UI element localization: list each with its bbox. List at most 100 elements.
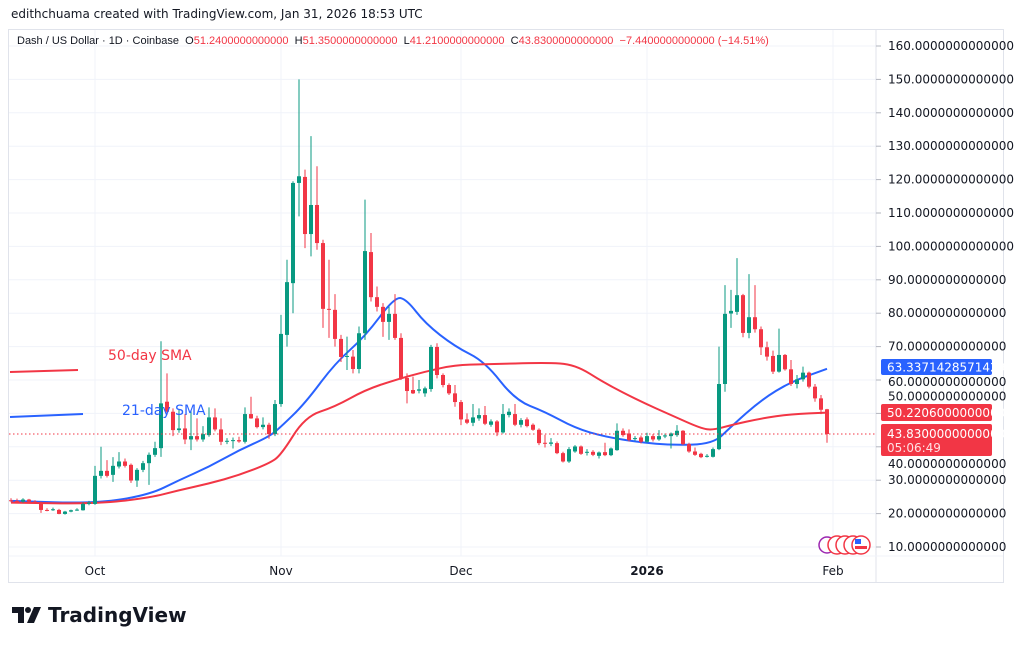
candle bbox=[39, 501, 43, 513]
candle bbox=[711, 447, 715, 458]
symbol-legend[interactable]: Dash / US Dollar · 1D · Coinbase O51.240… bbox=[17, 35, 769, 47]
sma21-annotation-line bbox=[9, 413, 84, 418]
flag-us-icon bbox=[851, 535, 871, 555]
candle bbox=[819, 395, 823, 415]
candle-body bbox=[93, 475, 97, 504]
candle bbox=[447, 383, 451, 396]
price-tick-label: 30.0000000000000 bbox=[888, 473, 1006, 487]
candle bbox=[585, 449, 589, 456]
sma21-line bbox=[10, 297, 828, 504]
candle-body bbox=[315, 204, 319, 244]
price-tick-label: 130.0000000000000 bbox=[888, 139, 1014, 153]
candle-body bbox=[669, 433, 673, 437]
candle-body bbox=[303, 176, 307, 235]
events-icons[interactable] bbox=[818, 535, 871, 555]
candle bbox=[795, 374, 799, 389]
candle-body bbox=[405, 377, 409, 392]
time-tick-label: Feb bbox=[822, 564, 843, 578]
sma21-annotation[interactable]: 21-day SMA bbox=[9, 403, 206, 419]
candle bbox=[285, 259, 289, 347]
candle-body bbox=[423, 388, 427, 394]
candle-body bbox=[513, 414, 517, 425]
candle-body bbox=[33, 501, 37, 503]
candle-body bbox=[45, 509, 49, 511]
candle-body bbox=[741, 295, 745, 333]
candle bbox=[117, 452, 121, 469]
sma50-price-badge: 50.2206000000000 bbox=[881, 404, 1005, 421]
candle bbox=[303, 169, 307, 249]
candle-body bbox=[777, 354, 781, 372]
candle bbox=[771, 350, 775, 374]
candle-body bbox=[21, 499, 25, 502]
time-tick-label: Oct bbox=[85, 564, 106, 578]
candle-body bbox=[681, 430, 685, 445]
candle bbox=[543, 434, 547, 448]
candle bbox=[483, 406, 487, 426]
sma50-annotation[interactable]: 50-day SMA bbox=[9, 348, 192, 373]
candle-body bbox=[519, 420, 523, 425]
candle bbox=[777, 328, 781, 373]
candle-body bbox=[9, 500, 13, 502]
candle-body bbox=[651, 436, 655, 440]
candle bbox=[9, 498, 13, 503]
candle bbox=[609, 447, 613, 457]
candle-body bbox=[141, 463, 145, 470]
candle-body bbox=[585, 451, 589, 453]
candle bbox=[651, 434, 655, 442]
candle-body bbox=[813, 386, 817, 399]
candle bbox=[273, 400, 277, 437]
candle-body bbox=[819, 398, 823, 410]
candle-body bbox=[333, 309, 337, 339]
candle-body bbox=[789, 369, 793, 385]
candle bbox=[627, 429, 631, 442]
candle-body bbox=[129, 464, 133, 481]
candle-body bbox=[447, 385, 451, 394]
candle-body bbox=[657, 436, 661, 440]
candle bbox=[105, 460, 109, 478]
candle bbox=[531, 423, 535, 431]
candle bbox=[807, 371, 811, 389]
chart-panel[interactable] bbox=[8, 29, 1004, 583]
candle bbox=[579, 445, 583, 455]
change-value: −7.4400000000000 (−14.51%) bbox=[619, 35, 769, 47]
candle-body bbox=[477, 415, 481, 419]
candle-body bbox=[597, 452, 601, 456]
candle-body bbox=[27, 499, 31, 502]
tradingview-logo[interactable]: TradingView bbox=[12, 603, 187, 627]
candle-body bbox=[663, 435, 667, 437]
candle-body bbox=[291, 182, 295, 284]
candle-body bbox=[243, 414, 247, 442]
candle-body bbox=[711, 449, 715, 457]
candle-body bbox=[729, 310, 733, 314]
candle bbox=[45, 508, 49, 512]
candle bbox=[735, 258, 739, 315]
candle bbox=[693, 447, 697, 456]
candle bbox=[399, 333, 403, 380]
candle bbox=[51, 507, 55, 511]
candle-body bbox=[561, 453, 565, 462]
candle bbox=[603, 442, 607, 457]
candle bbox=[789, 359, 793, 387]
candle bbox=[705, 454, 709, 458]
candle-body bbox=[627, 433, 631, 441]
candle-body bbox=[471, 417, 475, 423]
candle bbox=[219, 418, 223, 446]
candle bbox=[213, 408, 217, 432]
candle-body bbox=[555, 443, 559, 454]
moving-averages bbox=[10, 297, 828, 505]
candle-body bbox=[249, 414, 253, 419]
candle bbox=[429, 344, 433, 392]
candle bbox=[615, 423, 619, 451]
candle bbox=[501, 404, 505, 434]
symbol-name[interactable]: Dash / US Dollar · 1D · Coinbase bbox=[17, 35, 180, 47]
candle bbox=[111, 457, 115, 482]
candle-body bbox=[363, 251, 367, 334]
candle bbox=[315, 166, 319, 250]
candle bbox=[321, 239, 325, 328]
candle-body bbox=[267, 424, 271, 435]
candle bbox=[465, 413, 469, 425]
candle bbox=[159, 341, 163, 457]
candle-body bbox=[531, 424, 535, 430]
candle-body bbox=[489, 421, 493, 425]
